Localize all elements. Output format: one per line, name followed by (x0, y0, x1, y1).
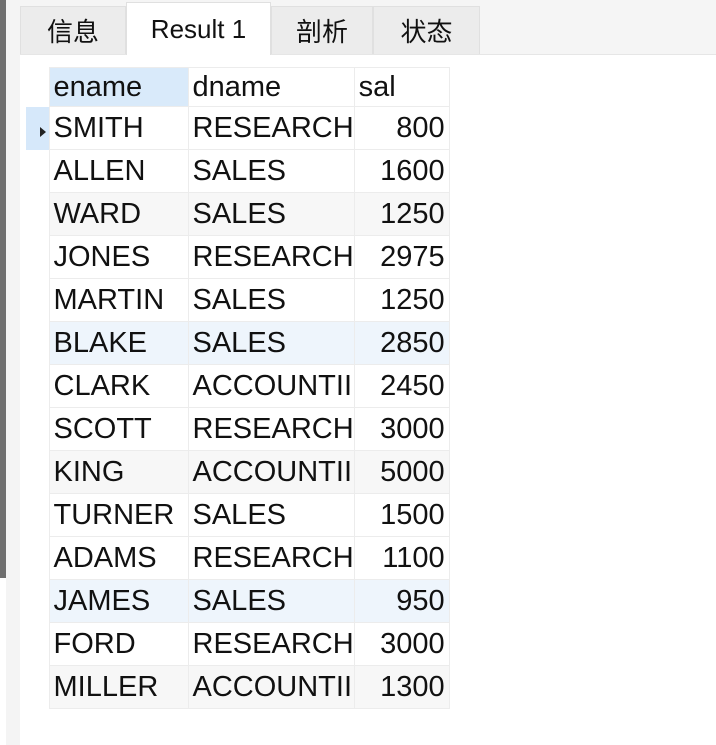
cell-ename[interactable]: KING (48, 450, 189, 494)
cell-sal[interactable]: 1300 (353, 665, 450, 709)
cell-sal[interactable]: 1500 (353, 493, 450, 537)
column-header-dname[interactable]: dname (187, 67, 355, 107)
cell-sal[interactable]: 1600 (353, 149, 450, 193)
row-indicator[interactable] (26, 192, 50, 236)
cell-ename[interactable]: MARTIN (48, 278, 189, 322)
tab-info[interactable]: 信息 (20, 6, 126, 54)
cell-dname[interactable]: SALES (187, 579, 355, 623)
row-indicator-header (26, 67, 50, 107)
table-row[interactable]: TURNER SALES 1500 (26, 493, 450, 537)
row-indicator[interactable] (26, 278, 50, 322)
row-indicator[interactable] (26, 665, 50, 709)
cell-sal[interactable]: 5000 (353, 450, 450, 494)
cell-sal[interactable]: 1250 (353, 278, 450, 322)
cell-ename[interactable]: TURNER (48, 493, 189, 537)
column-header-sal[interactable]: sal (353, 67, 450, 107)
table-row[interactable]: BLAKE SALES 2850 (26, 321, 450, 365)
table-row[interactable]: ALLEN SALES 1600 (26, 149, 450, 193)
cell-dname[interactable]: ACCOUNTII (187, 450, 355, 494)
row-indicator[interactable] (26, 149, 50, 193)
cell-sal[interactable]: 1250 (353, 192, 450, 236)
cell-dname[interactable]: RESEARCH (187, 536, 355, 580)
tab-profile[interactable]: 剖析 (271, 6, 373, 54)
window-left-edge (0, 0, 6, 578)
header-row: ename dname sal (26, 67, 450, 107)
cell-dname[interactable]: SALES (187, 321, 355, 365)
column-header-ename[interactable]: ename (48, 67, 189, 107)
cell-sal[interactable]: 2850 (353, 321, 450, 365)
cell-ename[interactable]: BLAKE (48, 321, 189, 365)
cell-ename[interactable]: ALLEN (48, 149, 189, 193)
row-indicator[interactable] (26, 364, 50, 408)
cell-sal[interactable]: 2975 (353, 235, 450, 279)
cell-dname[interactable]: RESEARCH (187, 622, 355, 666)
cell-dname[interactable]: SALES (187, 149, 355, 193)
row-indicator[interactable] (26, 235, 50, 279)
cell-ename[interactable]: ADAMS (48, 536, 189, 580)
table-row[interactable]: SCOTT RESEARCH 3000 (26, 407, 450, 451)
tab-status[interactable]: 状态 (373, 6, 480, 54)
triangle-right-icon (40, 126, 46, 137)
cell-dname[interactable]: ACCOUNTII (187, 364, 355, 408)
cell-dname[interactable]: SALES (187, 493, 355, 537)
cell-ename[interactable]: FORD (48, 622, 189, 666)
table-row[interactable]: MILLER ACCOUNTII 1300 (26, 665, 450, 709)
row-indicator[interactable] (26, 622, 50, 666)
row-indicator[interactable] (26, 321, 50, 365)
grid-body: SMITH RESEARCH 800 ALLEN SALES 1600 WARD SALES 1… (26, 106, 450, 709)
cell-dname[interactable]: SALES (187, 278, 355, 322)
row-indicator[interactable] (26, 579, 50, 623)
table-row[interactable]: MARTIN SALES 1250 (26, 278, 450, 322)
table-row[interactable]: SMITH RESEARCH 800 (26, 106, 450, 150)
table-row[interactable]: FORD RESEARCH 3000 (26, 622, 450, 666)
left-gutter (6, 0, 20, 745)
tab-result-1[interactable]: Result 1 (126, 2, 271, 55)
cell-dname[interactable]: SALES (187, 192, 355, 236)
cell-sal[interactable]: 3000 (353, 622, 450, 666)
cell-sal[interactable]: 3000 (353, 407, 450, 451)
row-indicator[interactable] (26, 536, 50, 580)
cell-sal[interactable]: 1100 (353, 536, 450, 580)
cell-ename[interactable]: SMITH (48, 106, 189, 150)
cell-sal[interactable]: 950 (353, 579, 450, 623)
table-row[interactable]: ADAMS RESEARCH 1100 (26, 536, 450, 580)
cell-dname[interactable]: RESEARCH (187, 106, 355, 150)
row-indicator[interactable] (26, 407, 50, 451)
cell-dname[interactable]: ACCOUNTII (187, 665, 355, 709)
cell-ename[interactable]: WARD (48, 192, 189, 236)
row-indicator[interactable] (26, 493, 50, 537)
table-row[interactable]: CLARK ACCOUNTII 2450 (26, 364, 450, 408)
cell-sal[interactable]: 2450 (353, 364, 450, 408)
result-grid: ename dname sal SMITH RESEARCH 800 ALLEN SAL… (26, 67, 450, 709)
result-tab-bar: 信息 Result 1 剖析 状态 (20, 0, 716, 55)
cell-dname[interactable]: RESEARCH (187, 407, 355, 451)
table-row[interactable]: WARD SALES 1250 (26, 192, 450, 236)
cell-ename[interactable]: JAMES (48, 579, 189, 623)
row-indicator[interactable] (26, 450, 50, 494)
cell-ename[interactable]: CLARK (48, 364, 189, 408)
table-row[interactable]: JONES RESEARCH 2975 (26, 235, 450, 279)
cell-sal[interactable]: 800 (353, 106, 450, 150)
table-row[interactable]: KING ACCOUNTII 5000 (26, 450, 450, 494)
cell-ename[interactable]: MILLER (48, 665, 189, 709)
cell-dname[interactable]: RESEARCH (187, 235, 355, 279)
table-row[interactable]: JAMES SALES 950 (26, 579, 450, 623)
cell-ename[interactable]: JONES (48, 235, 189, 279)
cell-ename[interactable]: SCOTT (48, 407, 189, 451)
row-indicator[interactable] (26, 106, 50, 150)
result-grid-area: ename dname sal SMITH RESEARCH 800 ALLEN SAL… (20, 55, 716, 745)
